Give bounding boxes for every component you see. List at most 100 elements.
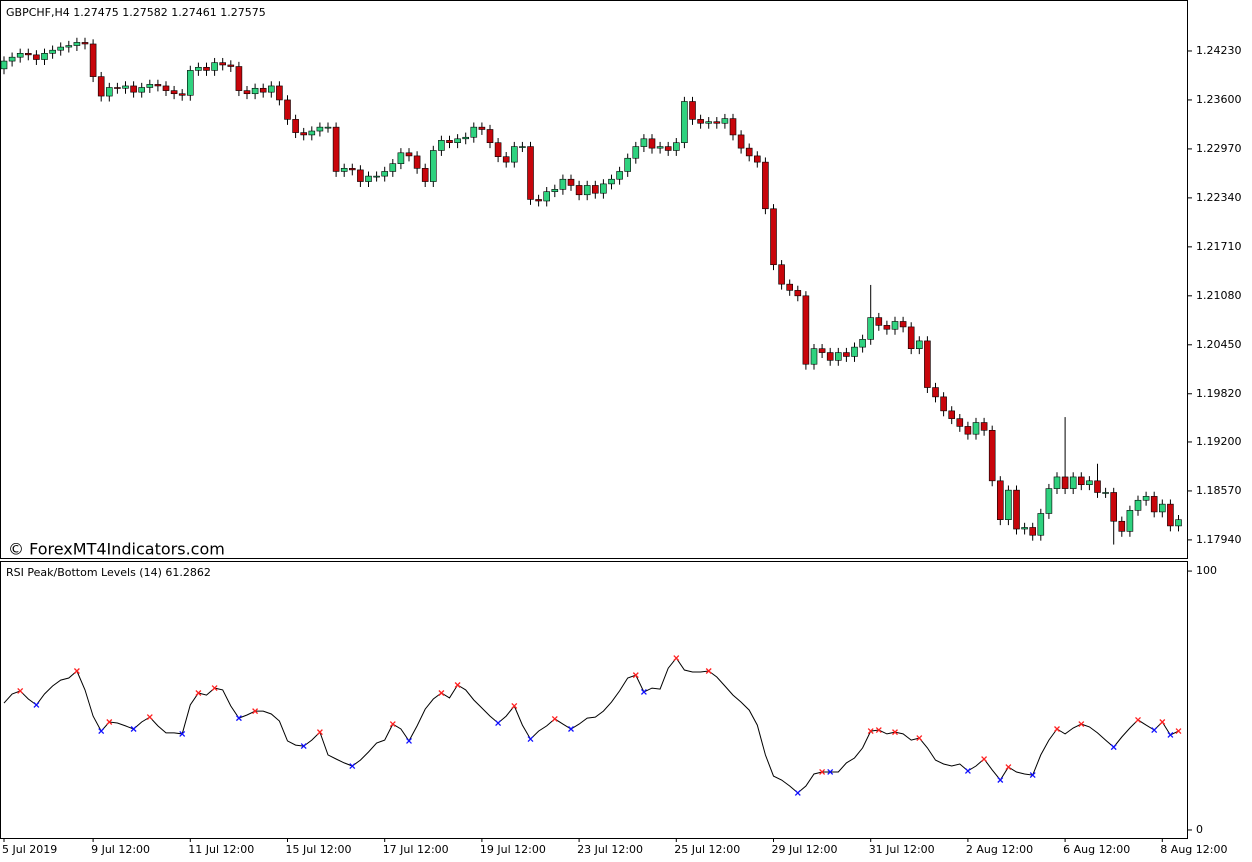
candle-body	[1037, 513, 1045, 536]
x-tick-label: 29 Jul 12:00	[772, 843, 838, 856]
candle-body	[0, 60, 8, 70]
candle-body	[470, 126, 478, 138]
candle-body	[551, 189, 559, 192]
candle-body	[1021, 527, 1028, 530]
peak-marker	[1078, 721, 1085, 728]
candle-body	[624, 157, 632, 172]
candle-body	[964, 426, 972, 435]
candle-body	[559, 178, 567, 190]
candle-body	[567, 178, 575, 186]
candle-body	[745, 147, 753, 157]
candle-body	[1118, 520, 1126, 532]
candle-body	[786, 283, 794, 291]
candle-body	[267, 85, 275, 93]
candle-body	[300, 132, 308, 136]
candle-body	[664, 146, 672, 151]
candle-body	[851, 346, 858, 357]
bottom-marker	[964, 767, 971, 774]
x-tick-label: 9 Jul 12:00	[91, 843, 150, 856]
x-tick-label: 5 Jul 2019	[2, 843, 57, 856]
bottom-marker	[794, 789, 801, 796]
candle-body	[502, 156, 510, 163]
candle-body	[616, 171, 623, 180]
candle-body	[672, 142, 680, 151]
candle-body	[762, 161, 769, 210]
candle-body	[259, 87, 267, 93]
peak-marker	[195, 690, 202, 696]
peak-marker	[916, 735, 923, 742]
x-tick-label: 8 Aug 12:00	[1160, 843, 1227, 856]
y-tick-label: 1.22340	[1196, 191, 1242, 204]
peak-marker	[981, 756, 988, 762]
bottom-marker	[130, 726, 137, 732]
candle-body	[883, 325, 891, 330]
peak-marker	[867, 728, 874, 735]
bottom-marker	[349, 763, 356, 769]
candle-body	[802, 295, 810, 365]
candle-body	[438, 140, 445, 151]
candle-body	[689, 101, 696, 120]
candle-body	[1150, 496, 1158, 513]
candle-body	[1061, 476, 1069, 489]
chart-title: GBPCHF,H4 1.27475 1.27582 1.27461 1.2757…	[6, 6, 266, 19]
candle-body	[65, 45, 73, 48]
candle-body	[195, 66, 202, 71]
candle-body	[251, 87, 259, 95]
x-tick-label: 31 Jul 12:00	[869, 843, 935, 856]
bottom-marker	[300, 743, 307, 750]
candle-body	[357, 169, 364, 182]
candle-body	[1029, 527, 1036, 536]
candle-body	[33, 54, 40, 60]
y-tick-label: 1.21710	[1196, 240, 1242, 253]
price-pane	[0, 0, 1188, 559]
candle-body	[591, 185, 599, 194]
candle-body	[397, 152, 405, 164]
y-tick-label: 1.17940	[1196, 533, 1242, 546]
bottom-marker	[33, 701, 40, 708]
candle-body	[948, 410, 956, 419]
peak-marker	[705, 668, 712, 674]
peak-marker	[316, 729, 323, 736]
bottom-marker	[235, 715, 242, 722]
candle-body	[737, 134, 745, 149]
x-tick-label: 19 Jul 12:00	[480, 843, 546, 856]
bottom-marker	[98, 728, 105, 735]
candle-body	[276, 85, 283, 101]
candle-body	[89, 43, 97, 77]
bottom-marker	[527, 736, 534, 743]
candle-body	[1175, 519, 1182, 527]
candle-body	[187, 70, 194, 96]
candle-body	[235, 66, 243, 91]
candle-body	[972, 422, 980, 435]
candle-body	[405, 152, 413, 157]
candle-body	[770, 208, 777, 266]
bottom-marker	[1151, 727, 1158, 733]
candle-body	[81, 42, 89, 45]
candle-body	[178, 93, 186, 96]
peak-marker	[389, 721, 396, 728]
candle-body	[170, 90, 178, 95]
candle-body	[146, 84, 154, 88]
candle-body	[729, 118, 737, 136]
x-tick-label: 23 Jul 12:00	[577, 843, 643, 856]
candle-body	[924, 340, 931, 388]
candle-body	[316, 126, 324, 132]
candle-body	[713, 121, 721, 124]
candle-body	[462, 136, 470, 140]
candle-body	[16, 53, 24, 58]
candle-body	[1159, 503, 1166, 513]
candle-body	[932, 387, 939, 398]
candle-body	[1005, 489, 1012, 520]
candle-body	[818, 348, 826, 353]
candle-body	[1086, 480, 1093, 486]
bottom-marker	[495, 720, 502, 727]
peak-marker	[106, 719, 113, 725]
y-tick-label: 1.18570	[1196, 484, 1242, 497]
candle-body	[1069, 476, 1077, 489]
y-tick-label: 100	[1196, 564, 1217, 577]
candle-body	[875, 317, 883, 326]
candle-body	[1078, 476, 1085, 486]
candle-body	[988, 429, 996, 482]
candle-body	[996, 480, 1004, 520]
peak-marker	[17, 687, 24, 694]
